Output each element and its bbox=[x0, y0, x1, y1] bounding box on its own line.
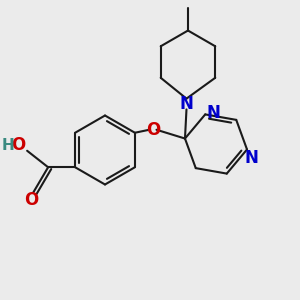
Text: N: N bbox=[244, 149, 259, 167]
Text: N: N bbox=[179, 95, 194, 113]
Text: O: O bbox=[146, 121, 160, 139]
Text: O: O bbox=[25, 191, 39, 209]
Text: N: N bbox=[207, 104, 220, 122]
Text: H: H bbox=[1, 138, 14, 153]
Text: O: O bbox=[12, 136, 26, 155]
